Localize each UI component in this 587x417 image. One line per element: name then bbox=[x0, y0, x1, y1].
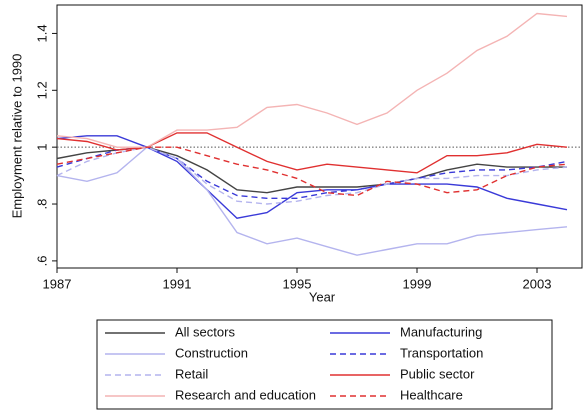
x-tick-label: 1987 bbox=[43, 276, 72, 291]
legend-label: Transportation bbox=[400, 345, 483, 360]
legend-label: All sectors bbox=[175, 324, 235, 339]
legend bbox=[96, 319, 553, 410]
x-tick-label: 1995 bbox=[283, 276, 312, 291]
series-line bbox=[56, 135, 568, 219]
x-tick-label: 2003 bbox=[523, 276, 552, 291]
y-tick-label: 1 bbox=[34, 144, 49, 151]
x-tick-label: 1991 bbox=[163, 276, 192, 291]
y-tick-label: .8 bbox=[34, 199, 49, 210]
y-axis-label: Employment relative to 1990 bbox=[9, 54, 24, 219]
legend-label: Retail bbox=[175, 366, 208, 381]
legend-label: Research and education bbox=[175, 387, 316, 402]
legend-label: Healthcare bbox=[400, 387, 463, 402]
x-axis-label: Year bbox=[309, 289, 336, 304]
y-tick-label: 1.4 bbox=[34, 24, 49, 42]
legend-label: Construction bbox=[175, 345, 248, 360]
y-tick-label: .6 bbox=[34, 255, 49, 266]
legend-label: Manufacturing bbox=[400, 324, 482, 339]
legend-label: Public sector bbox=[400, 366, 475, 381]
y-tick-label: 1.2 bbox=[34, 81, 49, 99]
series-line bbox=[56, 12, 568, 148]
plot-frame bbox=[56, 4, 583, 269]
series-line bbox=[56, 146, 568, 256]
series-line bbox=[56, 132, 568, 174]
x-tick-label: 1999 bbox=[403, 276, 432, 291]
series-line bbox=[56, 146, 568, 199]
series-line bbox=[56, 146, 568, 197]
